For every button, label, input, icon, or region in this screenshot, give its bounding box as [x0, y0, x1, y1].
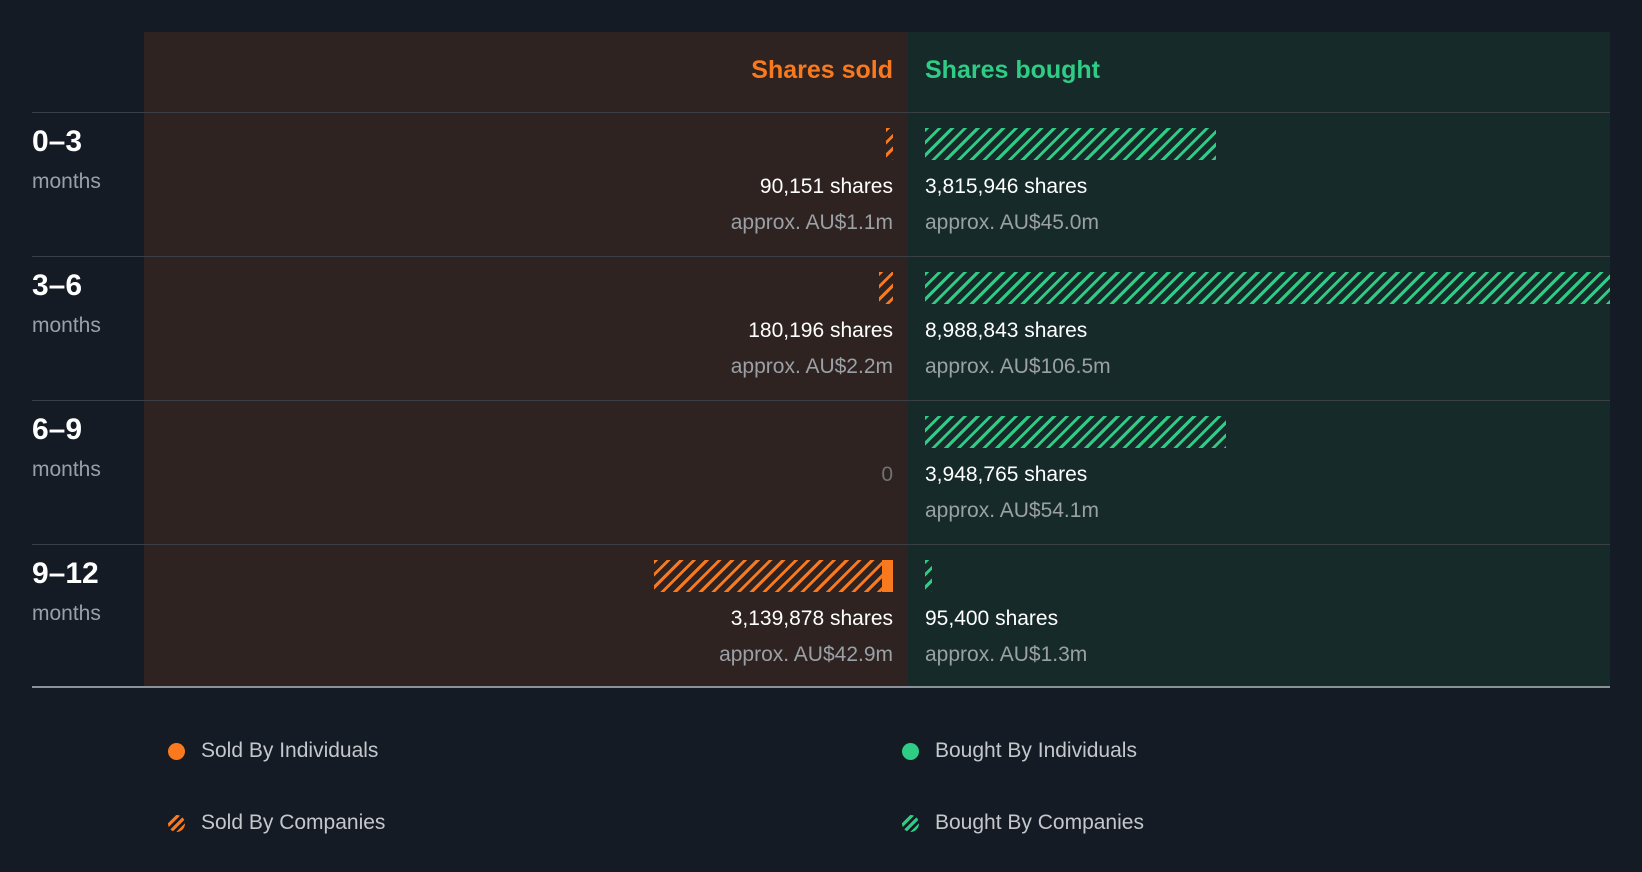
- period-unit: months: [32, 602, 101, 625]
- sold-companies-bar: [886, 128, 893, 160]
- shares-sold-header: Shares sold: [751, 56, 893, 84]
- legend-label: Bought By Individuals: [935, 739, 1137, 762]
- period-label: 6–9 months: [32, 412, 142, 484]
- row-divider: [32, 256, 1610, 257]
- sold-approx-value: approx. AU$2.2m: [730, 355, 893, 378]
- period-range: 0–3: [32, 125, 83, 158]
- bought-shares-value: 3,815,946 shares: [925, 175, 1088, 198]
- sold-shares-value: 90,151 shares: [759, 175, 893, 198]
- period-unit: months: [32, 314, 101, 337]
- period-range: 9–12: [32, 557, 99, 590]
- period-label: 9–12 months: [32, 556, 142, 628]
- bought-approx-value: approx. AU$45.0m: [925, 211, 1099, 234]
- legend-swatch-hatched-orange: [168, 814, 185, 832]
- sold-approx-value: approx. AU$1.1m: [730, 211, 893, 234]
- legend-bought-individuals: Bought By Individuals: [902, 739, 1137, 763]
- bought-companies-bar: [925, 272, 1610, 304]
- bought-companies-bar: [925, 560, 933, 592]
- sold-companies-bar: [879, 272, 893, 304]
- shares-bought-header: Shares bought: [925, 56, 1101, 84]
- legend-label: Sold By Companies: [201, 811, 386, 834]
- legend-swatch-solid-green: [902, 742, 919, 760]
- period-range: 3–6: [32, 269, 83, 302]
- bought-companies-bar: [925, 128, 1216, 160]
- legend-swatch-hatched-green: [902, 814, 919, 832]
- legend-label: Sold By Individuals: [201, 739, 379, 762]
- legend-swatch-solid-orange: [168, 742, 185, 760]
- chart-baseline: [32, 686, 1610, 688]
- sold-shares-value: 3,139,878 shares: [730, 607, 893, 630]
- sold-companies-bar: [653, 560, 882, 592]
- period-label: 0–3 months: [32, 124, 142, 196]
- legend-bought-companies: Bought By Companies: [902, 811, 1144, 835]
- legend-sold-companies: Sold By Companies: [168, 811, 385, 835]
- legend-label: Bought By Companies: [935, 811, 1144, 834]
- row-divider: [32, 544, 1610, 545]
- sold-approx-value: approx. AU$42.9m: [719, 643, 893, 666]
- bought-shares-value: 95,400 shares: [925, 607, 1059, 630]
- row-divider: [32, 112, 1610, 113]
- period-unit: months: [32, 458, 101, 481]
- legend-sold-individuals: Sold By Individuals: [168, 739, 378, 763]
- sold-shares-value: 180,196 shares: [748, 319, 893, 342]
- bought-shares-value: 8,988,843 shares: [925, 319, 1088, 342]
- row-divider: [32, 400, 1610, 401]
- period-range: 6–9: [32, 413, 83, 446]
- period-unit: months: [32, 170, 101, 193]
- bought-approx-value: approx. AU$106.5m: [925, 355, 1111, 378]
- bought-approx-value: approx. AU$1.3m: [925, 643, 1088, 666]
- bought-shares-value: 3,948,765 shares: [925, 463, 1088, 486]
- sold-zero-value: 0: [881, 463, 893, 486]
- bought-approx-value: approx. AU$54.1m: [925, 499, 1099, 522]
- bought-companies-bar: [925, 416, 1226, 448]
- sold-individuals-bar: [881, 560, 893, 592]
- period-label: 3–6 months: [32, 268, 142, 340]
